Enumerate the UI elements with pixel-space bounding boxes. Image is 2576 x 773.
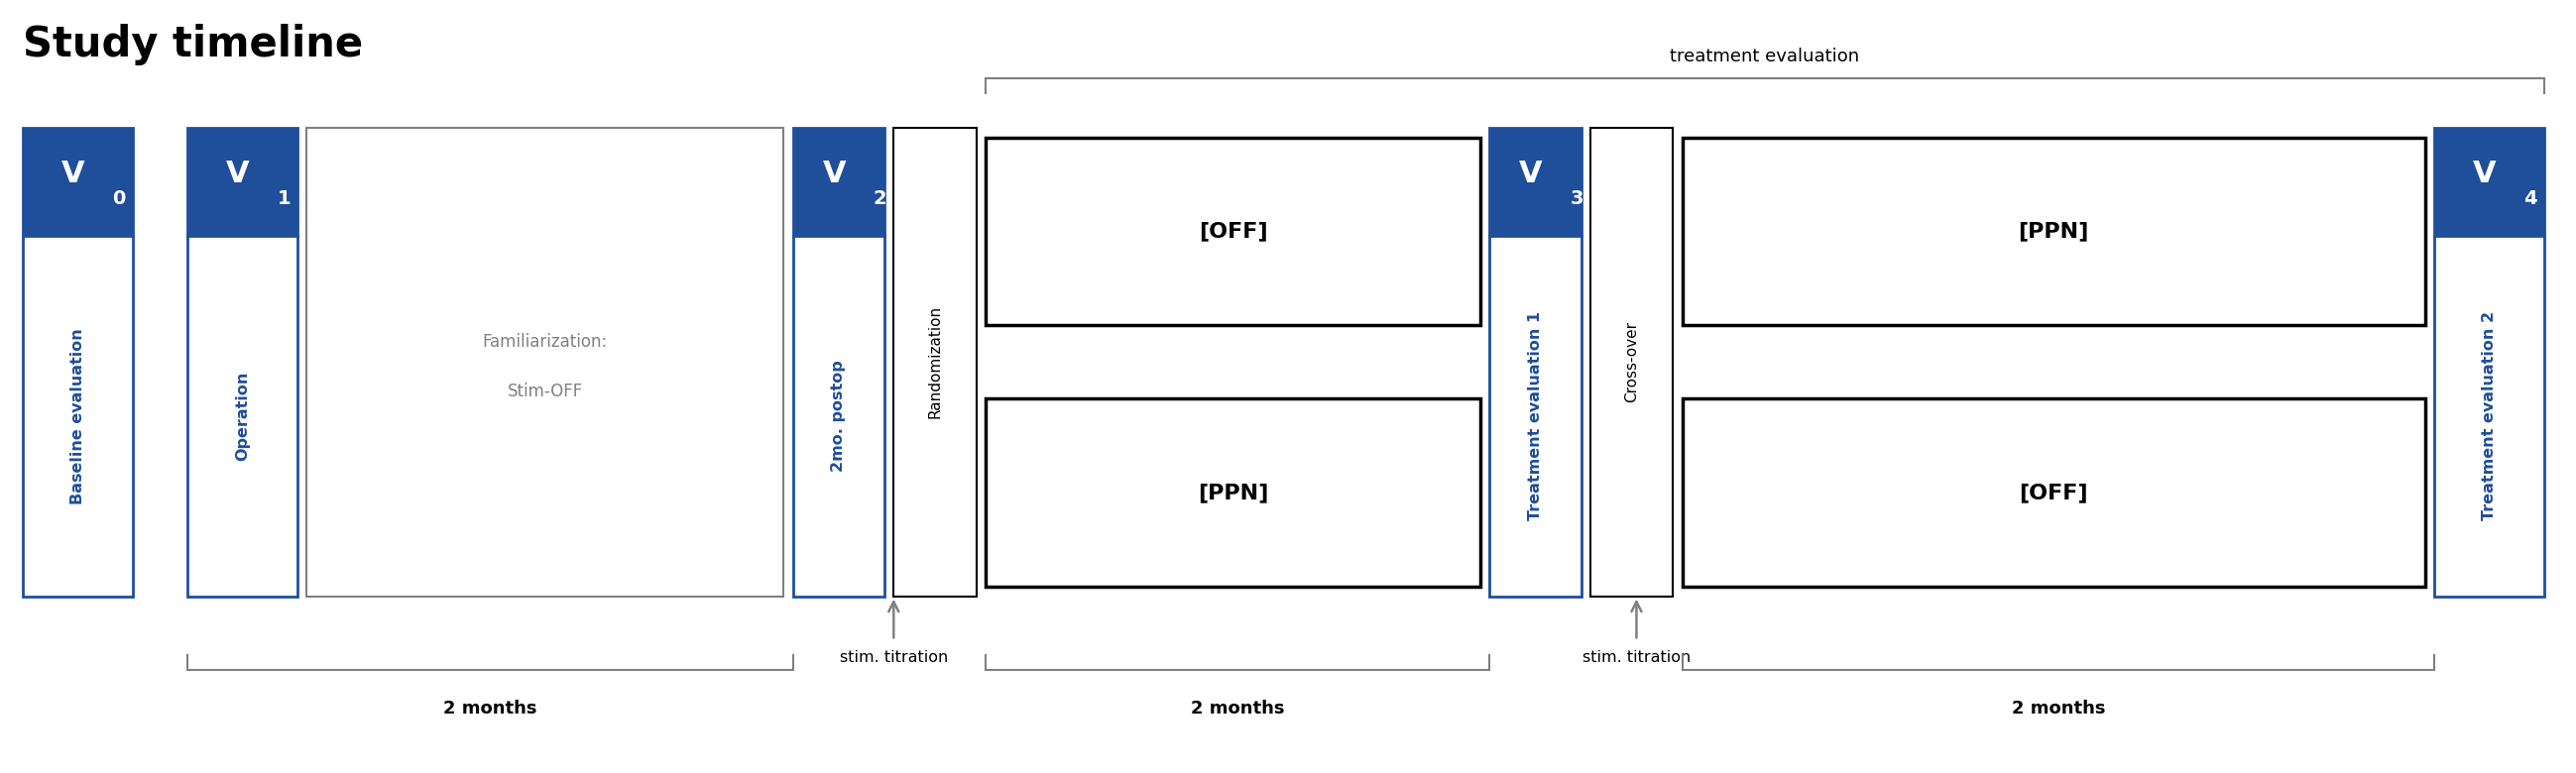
Text: 2: 2	[873, 189, 886, 209]
Bar	[1489, 128, 1582, 236]
Text: stim. titration: stim. titration	[1582, 650, 1690, 666]
Bar	[307, 128, 783, 596]
Text: 2 months: 2 months	[2012, 700, 2105, 717]
Bar	[23, 128, 131, 236]
Bar	[793, 236, 884, 596]
Bar	[793, 128, 884, 236]
Text: Stim-OFF: Stim-OFF	[507, 383, 582, 400]
Text: 2 months: 2 months	[443, 700, 536, 717]
Text: 3: 3	[1571, 189, 1584, 209]
Text: [OFF]: [OFF]	[2020, 482, 2089, 502]
Text: V: V	[822, 160, 845, 189]
Text: V: V	[227, 160, 250, 189]
Text: 0: 0	[113, 189, 126, 209]
Text: [PPN]: [PPN]	[1198, 482, 1267, 502]
Text: [PPN]: [PPN]	[2020, 221, 2089, 241]
Text: Operation: Operation	[234, 371, 250, 461]
Text: Familiarization:: Familiarization:	[482, 333, 608, 351]
Text: 2mo. postop: 2mo. postop	[832, 360, 845, 472]
Bar	[23, 236, 131, 596]
Text: [OFF]: [OFF]	[1198, 221, 1267, 241]
Bar	[2434, 128, 2545, 236]
Text: Study timeline: Study timeline	[23, 24, 363, 66]
Bar	[987, 138, 1481, 325]
Text: 4: 4	[2524, 189, 2537, 209]
Text: V: V	[2473, 160, 2496, 189]
Bar	[2434, 236, 2545, 596]
Text: V: V	[62, 160, 85, 189]
Text: stim. titration: stim. titration	[840, 650, 948, 666]
Text: Baseline evaluation: Baseline evaluation	[70, 328, 85, 504]
Text: treatment evaluation: treatment evaluation	[1669, 48, 1860, 66]
Text: Treatment evaluation 1: Treatment evaluation 1	[1528, 312, 1543, 521]
Bar	[1682, 399, 2424, 586]
Text: 1: 1	[278, 189, 291, 209]
Bar	[188, 236, 299, 596]
Text: Treatment evaluation 2: Treatment evaluation 2	[2481, 312, 2496, 521]
Text: 2 months: 2 months	[1190, 700, 1285, 717]
Bar	[1589, 128, 1674, 596]
Bar	[987, 399, 1481, 586]
Text: Cross-over: Cross-over	[1625, 322, 1638, 403]
Bar	[188, 128, 299, 236]
Text: V: V	[1520, 160, 1543, 189]
Text: Randomization: Randomization	[927, 305, 943, 418]
Bar	[1489, 236, 1582, 596]
Bar	[1682, 138, 2424, 325]
Bar	[894, 128, 976, 596]
